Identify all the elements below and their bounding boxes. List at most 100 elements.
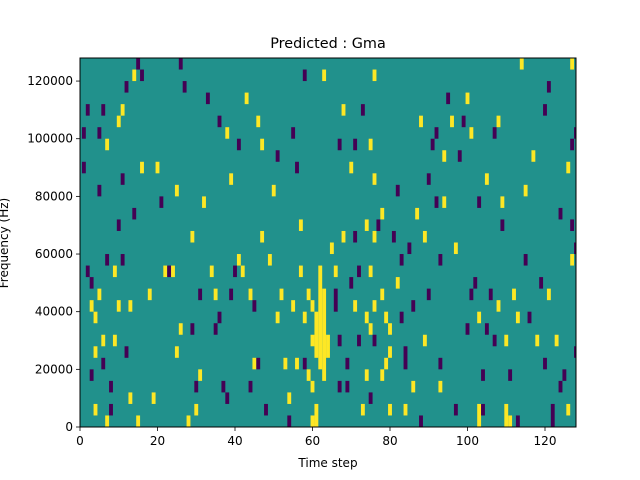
heatmap-cell <box>570 254 575 266</box>
x-tick-label: 80 <box>382 434 397 448</box>
heatmap-cell <box>81 127 86 139</box>
heatmap-cell <box>500 196 505 208</box>
chart-title: Predicted : Gma <box>270 36 386 52</box>
heatmap-cell <box>116 219 121 231</box>
heatmap-cell <box>515 415 520 427</box>
heatmap-cell <box>236 254 241 266</box>
y-tick-label: 60000 <box>35 247 73 261</box>
heatmap-cell <box>93 311 98 324</box>
heatmap-cell <box>174 184 179 197</box>
heatmap-cell <box>128 392 133 404</box>
heatmap-cell <box>221 380 226 393</box>
heatmap-cell <box>240 265 245 278</box>
heatmap-cell <box>399 254 404 266</box>
heatmap-cell <box>163 265 168 278</box>
heatmap-cell <box>190 230 195 243</box>
heatmap-cell <box>275 311 280 324</box>
heatmap-cell <box>136 58 141 70</box>
heatmap-cell <box>140 69 144 82</box>
heatmap-cell <box>519 58 524 70</box>
heatmap-cell <box>508 369 513 381</box>
y-tick-label: 80000 <box>35 189 73 203</box>
heatmap-cell <box>570 219 575 231</box>
heatmap-cell <box>291 300 296 312</box>
heatmap-cell <box>364 311 369 324</box>
heatmap-cell <box>419 115 423 128</box>
heatmap-cell <box>89 369 94 381</box>
heatmap-cell <box>473 277 478 289</box>
heatmap-cell <box>194 380 199 393</box>
heatmap-cell <box>329 242 334 255</box>
heatmap-cell <box>570 58 575 70</box>
heatmap-cell <box>318 265 323 370</box>
heatmap-cell <box>372 300 377 312</box>
heatmap-cell <box>256 115 261 128</box>
heatmap-cell <box>221 46 225 58</box>
heatmap-cell <box>368 265 373 278</box>
heatmap-cell <box>174 346 179 358</box>
heatmap-cell <box>89 277 94 289</box>
x-tick-label: 0 <box>76 434 84 448</box>
heatmap-cell <box>422 230 427 243</box>
heatmap-cell <box>260 230 265 243</box>
heatmap-cell <box>380 207 385 220</box>
heatmap-cell <box>477 311 482 324</box>
heatmap-cells <box>81 46 576 427</box>
heatmap-cell <box>171 265 175 278</box>
heatmap-cell <box>492 127 497 139</box>
heatmap-cell <box>496 115 501 128</box>
heatmap-cell <box>442 150 447 162</box>
heatmap-cell <box>112 334 117 347</box>
heatmap-cell <box>252 300 257 312</box>
heatmap-cell <box>306 288 311 301</box>
heatmap-cell <box>434 127 439 139</box>
heatmap-cell <box>442 196 447 208</box>
heatmap-cell <box>144 46 148 58</box>
heatmap-cell <box>85 104 90 116</box>
heatmap-cell <box>295 357 299 370</box>
heatmap-cell <box>260 138 265 151</box>
heatmap-cell <box>229 173 234 185</box>
heatmap-cell <box>453 403 458 416</box>
heatmap-cell <box>558 207 563 220</box>
heatmap-cell <box>178 323 183 335</box>
heatmap-cell <box>368 392 373 404</box>
heatmap-cell <box>198 369 203 381</box>
heatmap-cell <box>384 311 389 324</box>
heatmap-cell <box>438 380 443 393</box>
heatmap-cell <box>120 254 125 266</box>
heatmap-cell <box>349 161 354 174</box>
y-tick-label: 120000 <box>27 74 73 88</box>
heatmap-cell <box>283 357 288 370</box>
heatmap-cell <box>364 219 369 231</box>
heatmap-cell <box>457 150 462 162</box>
heatmap-cell <box>287 392 292 404</box>
x-tick-label: 20 <box>150 434 165 448</box>
heatmap-cell <box>310 415 315 427</box>
heatmap-cell <box>391 230 396 243</box>
heatmap-cell <box>229 288 234 301</box>
heatmap-cell <box>120 173 125 185</box>
heatmap-cell <box>531 150 536 162</box>
heatmap-cell <box>384 357 389 370</box>
heatmap-cell <box>101 334 106 347</box>
heatmap-cell <box>295 161 299 174</box>
heatmap-cell <box>248 288 253 301</box>
heatmap-cell <box>275 150 280 162</box>
heatmap-cell <box>481 403 485 416</box>
y-tick-label: 0 <box>65 420 73 434</box>
heatmap-cell <box>543 357 547 370</box>
heatmap-cell <box>287 415 292 427</box>
heatmap-cell <box>81 161 86 174</box>
heatmap-cell <box>120 104 125 116</box>
heatmap-cell <box>112 265 117 278</box>
heatmap-cell <box>372 334 377 347</box>
heatmap-cell <box>484 173 489 185</box>
heatmap-cell <box>333 288 338 312</box>
heatmap-cell <box>302 69 307 82</box>
heatmap-cell <box>504 403 509 427</box>
heatmap-cell <box>124 81 129 93</box>
heatmap-cell <box>341 230 346 243</box>
heatmap-cell <box>419 415 423 427</box>
heatmap-cell <box>399 311 404 324</box>
